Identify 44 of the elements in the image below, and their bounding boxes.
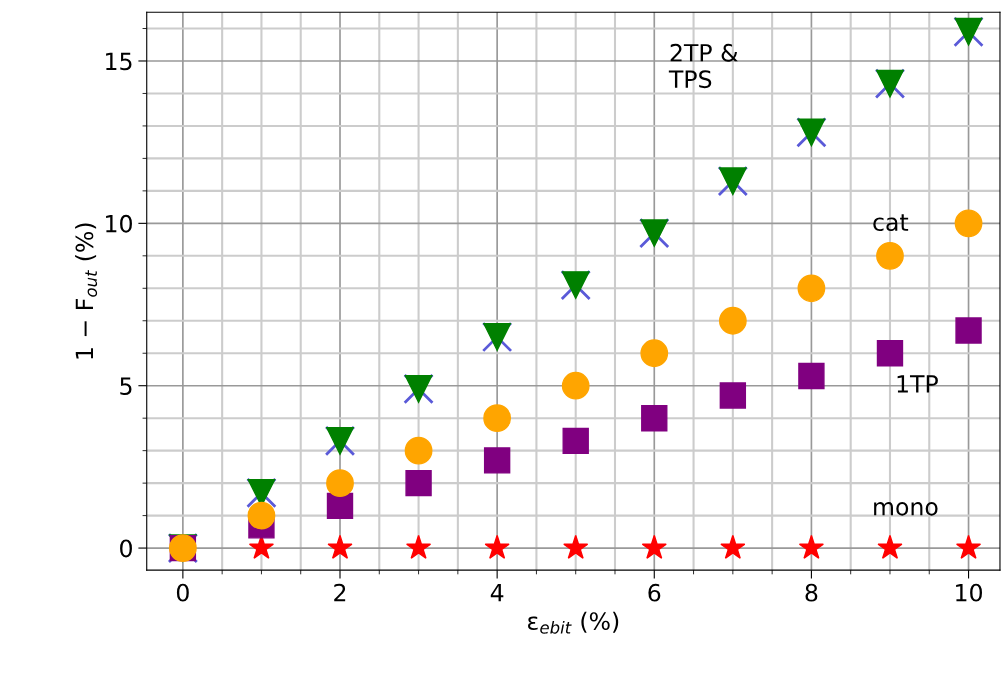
point — [955, 317, 982, 344]
point — [247, 501, 276, 530]
y-tick-label: 0 — [120, 539, 132, 558]
point — [561, 371, 590, 400]
point — [483, 447, 511, 474]
point — [877, 534, 903, 559]
x-axis-title: ε$_{ebit}$ (%) — [528, 611, 619, 634]
point — [404, 436, 433, 465]
point — [876, 340, 904, 367]
point — [955, 534, 982, 559]
point — [720, 534, 746, 559]
x-tick-label: 2 — [334, 583, 346, 602]
point — [562, 427, 589, 455]
point — [797, 274, 826, 303]
point — [640, 339, 669, 368]
point — [327, 534, 353, 559]
y-tick-label: 15 — [106, 52, 132, 71]
y-axis-title: 1 − F$_{out}$ (%) — [75, 223, 98, 359]
series-label: mono — [874, 502, 938, 516]
y-tick-label: 10 — [106, 214, 132, 233]
point — [798, 534, 824, 559]
point — [718, 306, 747, 335]
point — [876, 241, 904, 270]
point — [483, 404, 512, 433]
point — [798, 362, 825, 390]
point — [326, 469, 354, 498]
x-tick-label: 8 — [805, 583, 818, 602]
point — [641, 534, 667, 559]
point — [641, 404, 668, 432]
point — [954, 209, 983, 238]
point — [405, 469, 432, 497]
point — [563, 534, 589, 559]
point — [405, 534, 432, 559]
series-label: 1TP — [897, 375, 938, 393]
x-tick-label: 10 — [956, 583, 982, 602]
text: 2TP & TPS — [668, 43, 738, 89]
x-tick-label: 0 — [176, 583, 189, 602]
y-tick-label: 5 — [120, 377, 132, 396]
x-tick-label: 4 — [490, 584, 504, 602]
point — [484, 534, 510, 559]
x-tick-label: 6 — [648, 583, 661, 602]
series-label: cat — [873, 214, 909, 232]
point — [719, 382, 747, 409]
point — [326, 492, 354, 520]
